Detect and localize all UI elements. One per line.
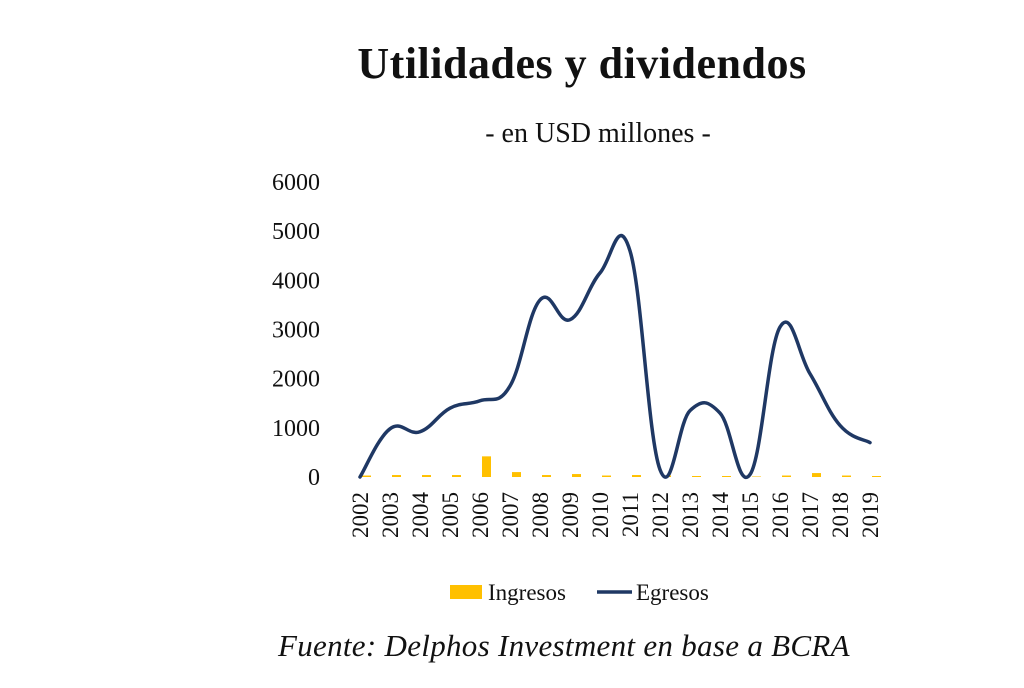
x-tick-label: 2012 [648, 492, 673, 538]
source-note: Fuente: Delphos Investment en base a BCR… [278, 628, 850, 663]
bar-ingresos [572, 474, 581, 477]
y-tick-label: 2000 [272, 367, 320, 393]
x-tick-label: 2008 [528, 492, 553, 538]
x-tick-label: 2014 [708, 492, 733, 539]
egresos-line [358, 233, 872, 480]
bar-ingresos [512, 472, 521, 477]
bar-ingresos [422, 475, 431, 477]
x-tick-label: 2004 [408, 492, 433, 539]
bar-ingresos [452, 475, 461, 477]
x-tick-label: 2003 [378, 492, 403, 538]
bar-ingresos [632, 475, 641, 477]
legend-label-ingresos: Ingresos [488, 580, 566, 605]
bar-ingresos [362, 475, 371, 477]
bar-ingresos [872, 476, 881, 477]
bar-ingresos [782, 475, 791, 477]
y-axis: 6000 5000 4000 3000 2000 1000 0 [272, 170, 320, 491]
bar-ingresos [392, 475, 401, 477]
y-tick-label: 0 [308, 465, 320, 491]
ingresos-bars [362, 456, 881, 477]
x-tick-label: 2017 [798, 492, 823, 538]
x-tick-label: 2002 [348, 492, 373, 538]
bar-ingresos [542, 475, 551, 477]
x-tick-label: 2019 [858, 492, 883, 538]
x-tick-label: 2006 [468, 492, 493, 538]
bar-ingresos [842, 475, 851, 477]
x-tick-label: 2018 [828, 492, 853, 538]
chart-subtitle: - en USD millones - [485, 118, 711, 149]
bar-ingresos [692, 476, 701, 477]
x-tick-label: 2010 [588, 492, 613, 538]
x-tick-label: 2013 [678, 492, 703, 538]
x-tick-label: 2005 [438, 492, 463, 538]
bar-ingresos [602, 475, 611, 477]
x-tick-label: 2015 [738, 492, 763, 538]
bar-ingresos [722, 476, 731, 477]
legend: Ingresos Egresos [450, 580, 709, 605]
bar-ingresos [482, 456, 491, 477]
chart-title: Utilidades y dividendos [357, 39, 807, 88]
y-tick-label: 1000 [272, 416, 320, 442]
x-tick-label: 2009 [558, 492, 583, 538]
y-tick-label: 5000 [272, 219, 320, 245]
x-tick-label: 2007 [498, 492, 523, 538]
y-tick-label: 6000 [272, 170, 320, 196]
y-tick-label: 4000 [272, 268, 320, 294]
x-tick-label: 2011 [618, 492, 643, 537]
x-tick-label: 2016 [768, 492, 793, 538]
x-axis: 2002 2003 2004 2005 2006 2007 2008 2009 2010 2011… [348, 492, 883, 539]
legend-swatch-ingresos [450, 585, 482, 599]
y-tick-label: 3000 [272, 318, 320, 344]
legend-label-egresos: Egresos [636, 580, 709, 605]
bar-ingresos [812, 473, 821, 477]
